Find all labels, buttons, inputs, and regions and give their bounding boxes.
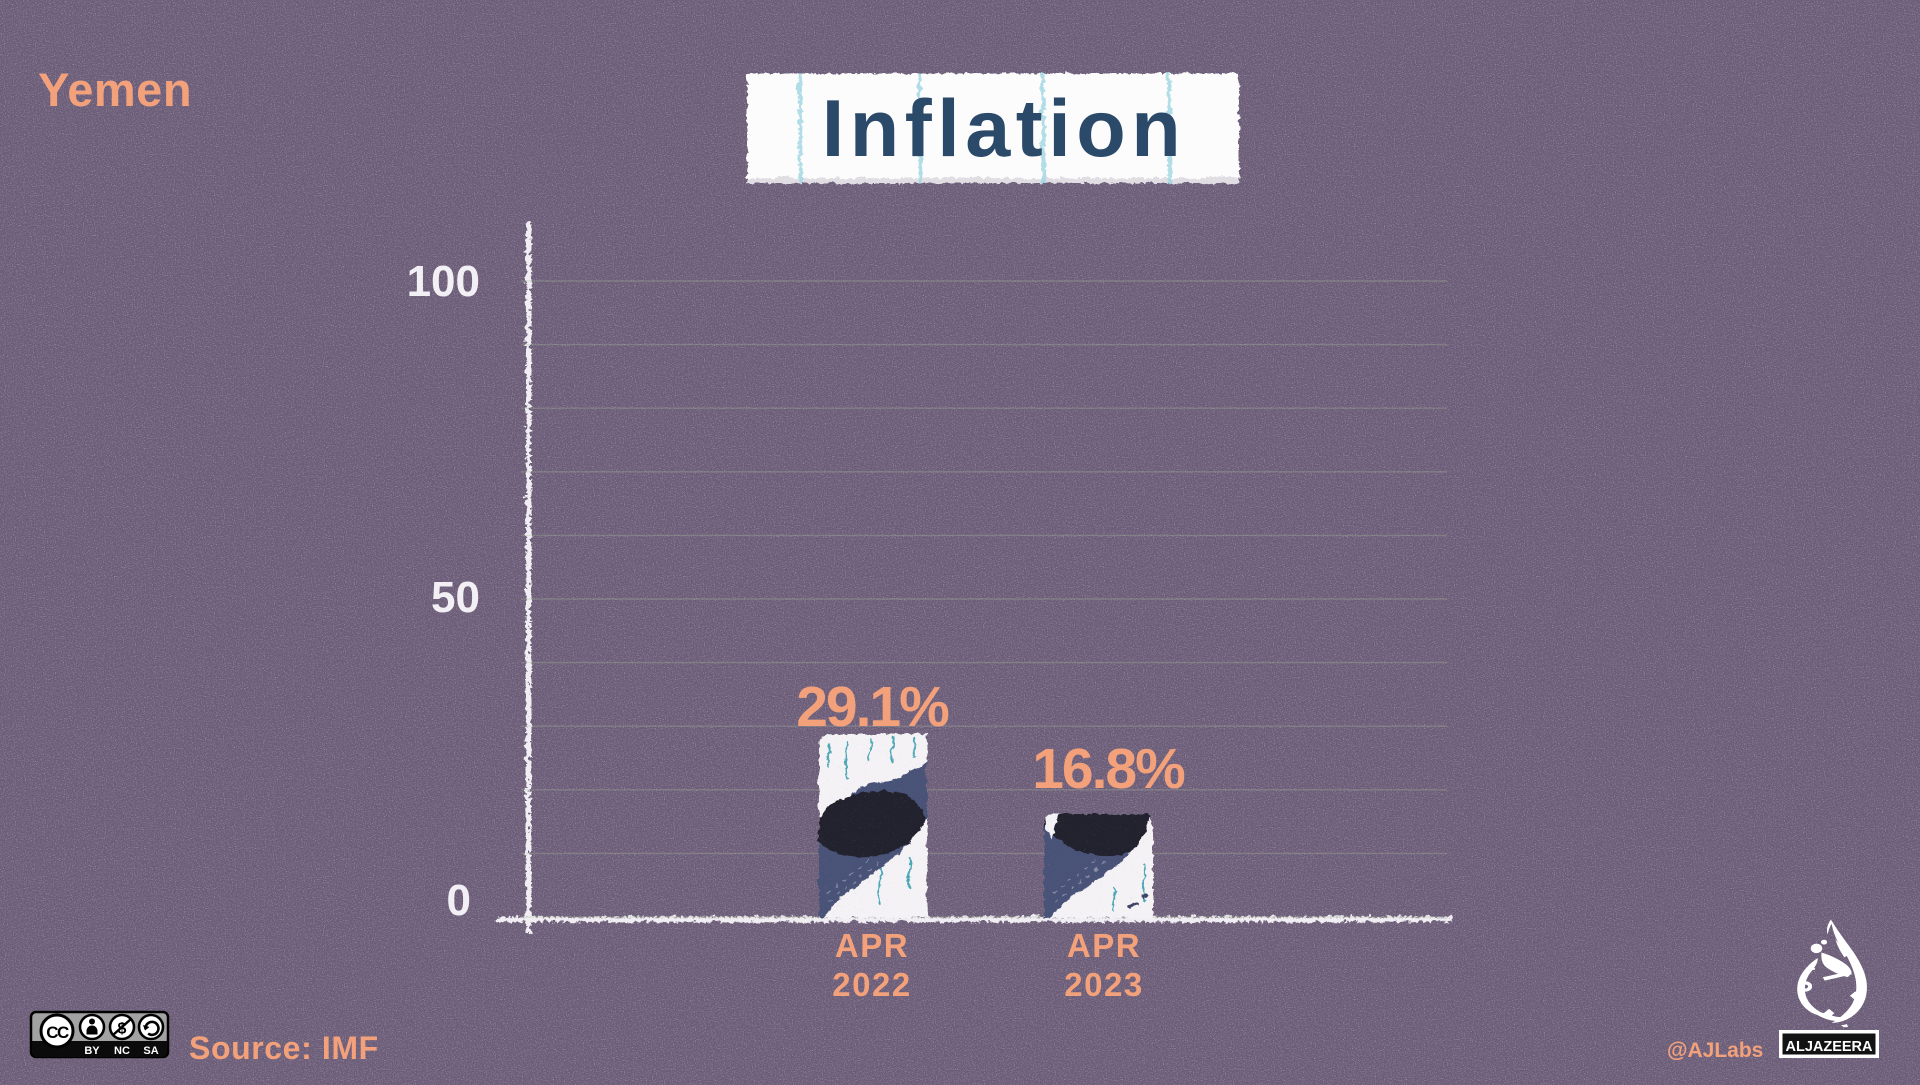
svg-text:2023: 2023	[1064, 966, 1143, 1003]
svg-text:APR: APR	[835, 927, 909, 964]
svg-text:SA: SA	[143, 1045, 158, 1057]
svg-text:16.8%: 16.8%	[1032, 737, 1185, 801]
svg-text:CC: CC	[46, 1023, 69, 1042]
svg-text:0: 0	[447, 876, 471, 925]
svg-text:$: $	[118, 1021, 127, 1038]
svg-text:29.1%: 29.1%	[796, 675, 949, 739]
svg-text:Source: IMF: Source: IMF	[189, 1030, 379, 1066]
svg-text:NC: NC	[114, 1045, 130, 1057]
svg-text:2022: 2022	[832, 966, 911, 1003]
svg-text:Yemen: Yemen	[38, 63, 192, 116]
svg-text:@AJLabs: @AJLabs	[1667, 1039, 1763, 1062]
svg-text:50: 50	[431, 573, 480, 622]
svg-text:BY: BY	[84, 1045, 100, 1057]
svg-text:100: 100	[407, 257, 480, 306]
svg-text:ALJAZEERA: ALJAZEERA	[1786, 1038, 1873, 1055]
svg-text:Inflation: Inflation	[822, 84, 1186, 174]
svg-text:APR: APR	[1067, 927, 1141, 964]
